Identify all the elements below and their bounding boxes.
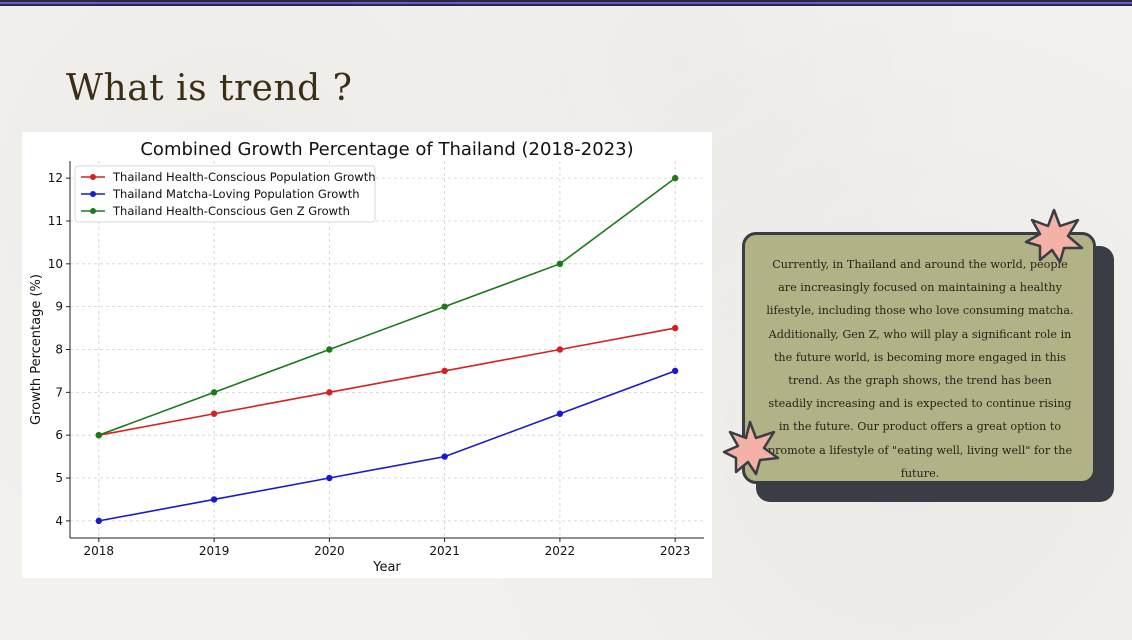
x-tick-label: 2020 — [314, 544, 345, 558]
star-icon — [722, 420, 780, 476]
top-accent-bar — [0, 0, 1132, 6]
data-point — [671, 174, 679, 182]
note-card: Currently, in Thailand and around the wo… — [742, 232, 1096, 484]
chart-svg: 2018 2019 2020 2021 2022 2023 4 5 6 7 8 9 10 11 12 Comb… — [29, 139, 704, 575]
data-point — [441, 453, 448, 460]
data-point — [326, 474, 333, 482]
data-point — [95, 431, 103, 439]
data-point — [556, 346, 564, 353]
data-point — [210, 496, 218, 503]
line-chart: 2018 2019 2020 2021 2022 2023 4 5 6 7 8 9 10 11 12 Comb… — [22, 132, 712, 578]
data-point — [556, 410, 564, 417]
data-point — [95, 517, 103, 525]
legend-label: Thailand Matcha-Loving Population Growth — [112, 187, 360, 201]
star-icon — [1024, 208, 1084, 264]
y-tick-label: 10 — [48, 257, 63, 271]
series-line — [98, 370, 676, 522]
y-tick-label: 8 — [55, 343, 63, 357]
y-tick-label: 6 — [55, 428, 63, 442]
y-tick-label: 11 — [48, 214, 63, 228]
data-point — [210, 389, 218, 396]
x-tick-label: 2022 — [545, 544, 576, 558]
x-tick-label: 2021 — [429, 544, 460, 558]
y-tick-label: 4 — [55, 514, 63, 528]
legend-marker — [90, 208, 96, 214]
series-line — [98, 327, 676, 436]
x-tick-label: 2018 — [84, 544, 115, 558]
data-point — [441, 367, 448, 375]
x-axis-label: Year — [372, 560, 401, 575]
data-point — [210, 410, 218, 417]
data-point — [326, 346, 333, 353]
data-point — [671, 367, 679, 375]
y-tick-label: 5 — [55, 471, 63, 485]
x-tick-label: 2023 — [660, 544, 691, 558]
chart-title: Combined Growth Percentage of Thailand (… — [140, 139, 633, 160]
data-point — [441, 303, 448, 310]
y-axis-label: Growth Percentage (%) — [29, 274, 44, 425]
note-text: Currently, in Thailand and around the wo… — [766, 258, 1074, 480]
x-tick-label: 2019 — [199, 544, 230, 558]
slide-title: What is trend ? — [66, 68, 353, 109]
series-line — [98, 177, 676, 436]
legend-marker — [90, 191, 96, 197]
legend-box — [74, 165, 376, 223]
y-tick-label: 7 — [55, 385, 63, 399]
y-tick-label: 9 — [55, 300, 63, 314]
data-point — [556, 260, 564, 268]
y-tick-label: 12 — [48, 171, 63, 185]
data-point — [326, 389, 333, 396]
legend-marker — [90, 174, 96, 180]
legend-label: Thailand Health-Conscious Gen Z Growth — [112, 204, 350, 218]
legend-label: Thailand Health-Conscious Population Gro… — [112, 170, 376, 184]
data-point — [671, 324, 679, 332]
